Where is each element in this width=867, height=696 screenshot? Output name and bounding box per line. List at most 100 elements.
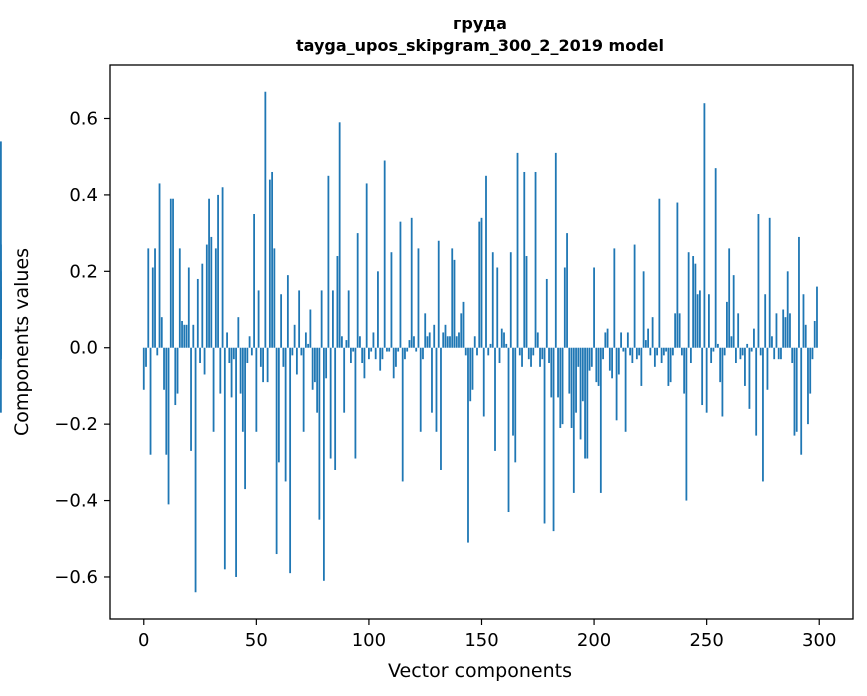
bar-248 [701,347,704,406]
bar-92 [350,347,352,364]
bar-130 [435,347,438,432]
bar-2 [147,248,150,348]
bar-257 [721,347,724,417]
y-tick-label: −0.4 [54,491,98,512]
bar-79 [320,290,323,348]
bar-182 [552,347,555,532]
y-axis-label: Components values [11,248,33,436]
bar-168 [521,347,523,367]
bar-207 [608,347,611,371]
bar-291 [798,236,800,348]
bar-54 [264,91,267,348]
bar-90 [345,340,348,348]
bar-258 [723,347,726,356]
y-tick-label: 0.6 [69,108,98,129]
bar-91 [347,290,350,348]
bar-152 [485,175,487,348]
bar-120 [413,336,415,348]
bar-111 [392,347,395,379]
bar-93 [352,347,355,352]
bar-85 [334,347,337,470]
bar-58 [273,248,276,348]
y-tick-label: 0.4 [69,185,98,206]
bar-0 [142,347,145,390]
bar-243 [689,347,692,364]
bar-154 [489,343,492,348]
bar-151 [482,347,485,417]
bar-121 [415,347,418,352]
bar-73 [307,343,310,348]
bar-240 [683,347,686,394]
bar-250 [705,347,708,413]
bar-156 [494,347,496,451]
bar-188 [566,233,568,348]
bar-87 [338,122,341,348]
bar-37 [226,332,228,348]
bar-109 [388,347,391,352]
bar-29 [208,198,210,348]
bar-106 [381,347,384,360]
x-tick-label: 50 [245,630,268,651]
bar-115 [401,347,404,482]
bar-187 [563,267,566,348]
bar-72 [304,332,307,348]
bar-94 [354,347,357,459]
bar-219 [635,347,638,360]
bar-179 [545,278,548,348]
bar-16 [178,248,181,348]
bar-47 [248,336,251,348]
bar-155 [491,252,494,348]
bar-149 [478,221,481,348]
bar-49 [253,214,255,348]
bar-181 [550,347,553,398]
bar-22 [192,324,195,348]
bar-50 [255,347,258,432]
bar-293 [802,294,805,348]
chart-title: груда [453,14,507,33]
bar-55 [266,347,269,383]
bar-23 [194,347,197,593]
bar-52 [259,347,262,367]
bar-20 [187,267,190,348]
bar-284 [782,309,785,348]
bar-110 [390,252,393,348]
bar-97 [361,347,364,364]
bar-141 [460,313,463,348]
bar-276 [764,294,767,348]
bar-169 [523,171,526,348]
x-tick-label: 300 [802,630,836,651]
bar-173 [532,347,535,356]
bar-134 [444,324,447,348]
bar-57 [271,171,274,348]
bar-38 [228,347,231,364]
bar-166 [516,152,519,348]
bar-122 [417,248,420,348]
x-tick-label: 250 [689,630,723,651]
bar-74 [309,309,312,348]
bar-237 [676,202,679,348]
bar-176 [539,347,541,367]
bar-288 [791,347,794,364]
bar-204 [602,347,604,360]
bar-39 [230,347,233,398]
bar-11 [167,347,170,505]
bar-32 [214,248,217,348]
bar-68 [295,347,298,375]
bar-6 [156,347,159,356]
plot-frame [109,64,854,620]
bar-21 [190,347,192,451]
bar-36 [223,347,226,570]
bar-53 [262,347,264,383]
bar-19 [185,324,188,348]
bar-281 [775,313,778,348]
bar-27 [203,347,206,375]
bar-99 [365,183,368,348]
bar-136 [449,336,451,348]
bar-183 [554,152,557,348]
bar-178 [543,347,546,524]
bar-143 [464,347,467,356]
bar-13 [172,198,174,348]
bar-262 [732,275,735,348]
bar-165 [514,347,517,463]
bar-56 [268,179,271,348]
